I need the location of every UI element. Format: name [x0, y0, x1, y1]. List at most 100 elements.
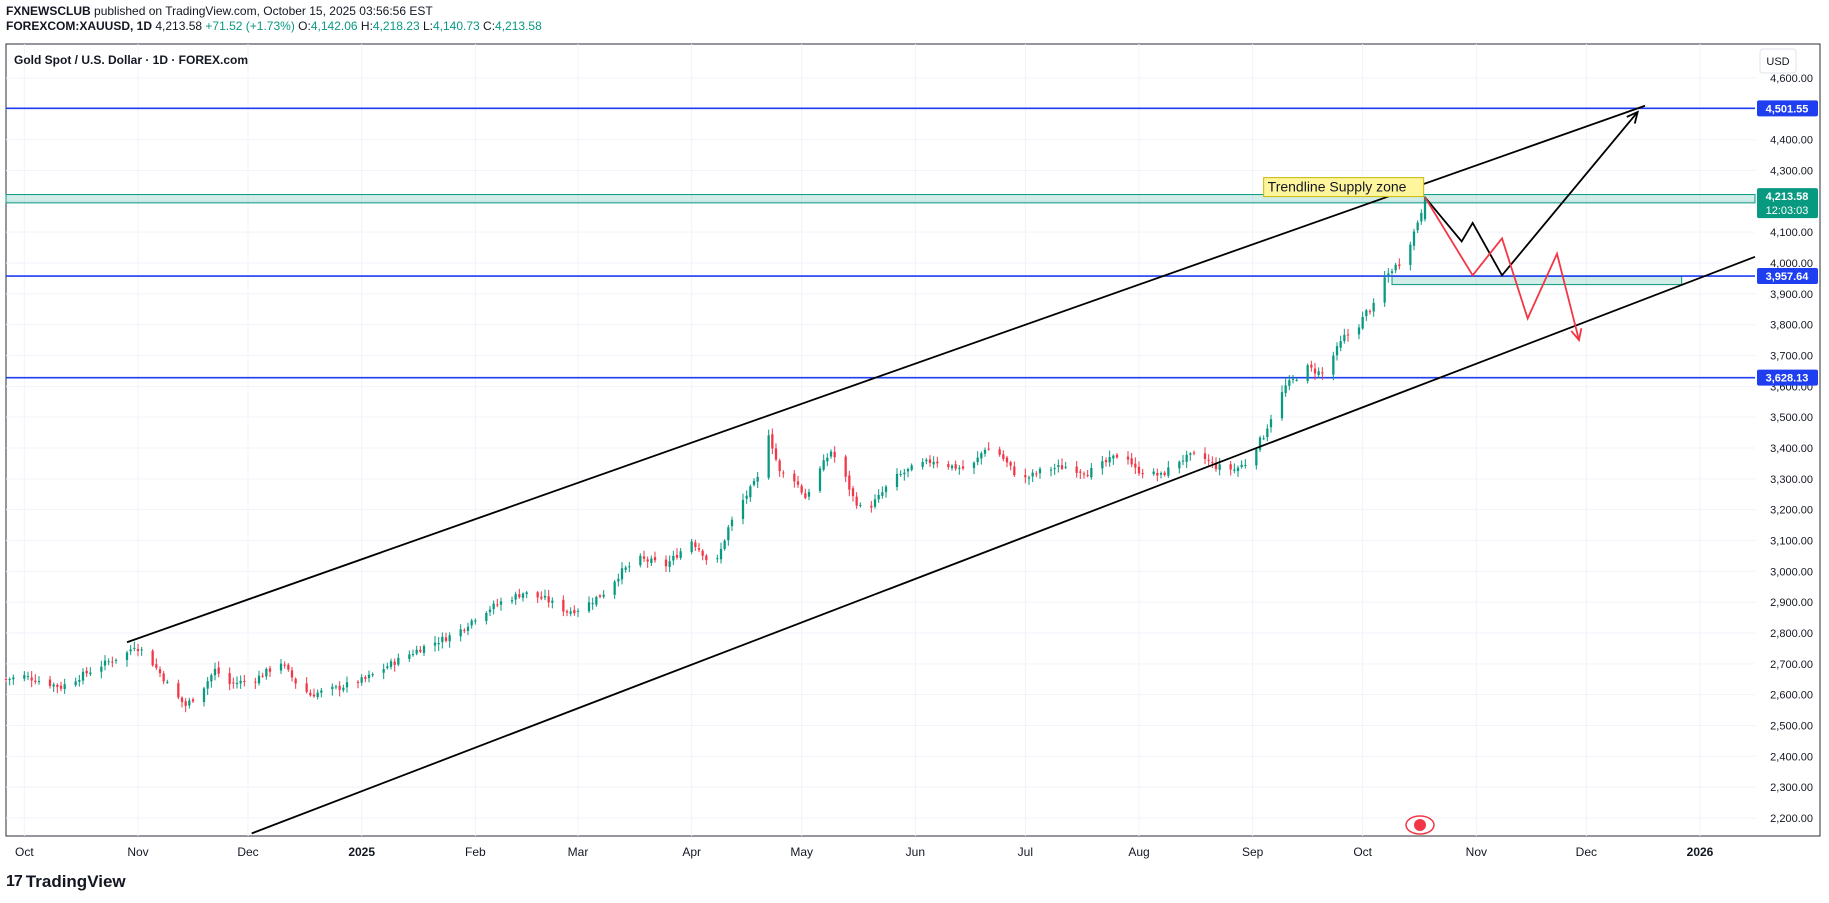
- candle: [1339, 335, 1342, 352]
- candle-body: [210, 675, 213, 682]
- candle: [694, 539, 697, 551]
- low-value: 4,140.73: [432, 19, 480, 33]
- candle: [730, 516, 734, 531]
- x-tick-label: Feb: [465, 845, 486, 859]
- candle-body: [848, 475, 851, 490]
- candle-body: [617, 578, 620, 582]
- candle: [140, 646, 143, 656]
- candle-body: [983, 449, 987, 454]
- candle-body: [1387, 273, 1390, 277]
- candle: [1108, 450, 1111, 467]
- x-tick-label: Dec: [1576, 845, 1597, 859]
- candle-body: [1178, 461, 1181, 469]
- candle: [85, 667, 88, 678]
- annotation-box: [1263, 177, 1425, 198]
- candle: [1412, 228, 1416, 251]
- level-price-tag: 3,957.64: [1757, 268, 1818, 285]
- candle-body: [844, 456, 847, 477]
- candle: [569, 607, 572, 617]
- candle-body: [727, 527, 730, 541]
- candle: [1233, 463, 1236, 474]
- candle: [980, 451, 983, 465]
- y-tick-label: 4,600.00: [1770, 73, 1813, 85]
- candle: [642, 550, 646, 562]
- candle: [873, 494, 877, 509]
- candle: [1236, 465, 1240, 477]
- candle-body: [1189, 453, 1192, 455]
- candle-body: [1291, 378, 1295, 380]
- candle: [620, 562, 624, 585]
- candle-body: [800, 485, 803, 493]
- candle: [1207, 454, 1210, 466]
- candle-body: [1310, 364, 1313, 368]
- candle: [1416, 220, 1419, 234]
- candle-body: [543, 595, 547, 598]
- candle: [947, 460, 950, 470]
- candle: [1075, 461, 1078, 478]
- candle: [206, 676, 209, 695]
- candle: [719, 542, 723, 564]
- candle-body: [1090, 467, 1093, 478]
- candle: [851, 486, 855, 502]
- candle-body: [1086, 475, 1089, 477]
- candle: [1203, 447, 1207, 465]
- x-tick-label: Mar: [568, 845, 589, 859]
- candle-body: [947, 464, 950, 468]
- candle: [367, 670, 371, 683]
- y-tick-label: 2,500.00: [1770, 721, 1813, 733]
- candle: [664, 555, 668, 572]
- candle-body: [1101, 461, 1104, 469]
- candle: [1031, 469, 1034, 483]
- candle-body: [620, 568, 624, 580]
- candle: [859, 502, 862, 508]
- candle-body: [1049, 469, 1053, 471]
- level-tag-text: 4,501.55: [1766, 103, 1809, 115]
- x-tick-label: Jun: [906, 845, 925, 859]
- candle: [1064, 461, 1067, 470]
- open-value: 4,142.06: [310, 19, 358, 33]
- candle: [360, 674, 363, 686]
- candle: [1141, 468, 1144, 479]
- candle-body: [283, 664, 286, 666]
- candle-body: [1266, 428, 1269, 438]
- candle-body: [650, 558, 653, 564]
- candle: [800, 483, 803, 495]
- candle: [441, 632, 444, 649]
- candle: [1420, 209, 1423, 225]
- candle: [30, 671, 33, 688]
- x-tick-label: Oct: [15, 845, 34, 859]
- candle: [778, 458, 781, 477]
- brand-name[interactable]: TradingView: [25, 872, 126, 891]
- candle-body: [1361, 316, 1364, 329]
- candle-body: [804, 493, 807, 499]
- x-tick-label: Aug: [1128, 845, 1149, 859]
- candle: [419, 646, 422, 654]
- candle-body: [1420, 212, 1423, 222]
- candle: [716, 554, 719, 563]
- candle: [899, 470, 902, 477]
- candle: [870, 500, 873, 513]
- candle: [89, 667, 92, 677]
- tradingview-logo-icon[interactable]: 17: [6, 873, 23, 890]
- candle: [510, 596, 514, 604]
- candle-body: [987, 448, 990, 450]
- candle: [232, 677, 235, 689]
- candle-body: [1159, 472, 1163, 475]
- candle-body: [257, 675, 261, 684]
- y-tick-label: 2,600.00: [1770, 690, 1813, 702]
- candle: [793, 470, 796, 488]
- candle-body: [158, 669, 162, 674]
- candle: [466, 622, 470, 636]
- candle-body: [107, 661, 110, 663]
- price-chart[interactable]: Gold Spot / U.S. Dollar · 1D · FOREX.com…: [0, 0, 1829, 870]
- candle: [114, 658, 118, 664]
- candle: [23, 671, 26, 682]
- candle: [745, 490, 748, 504]
- candle-body: [103, 660, 107, 666]
- candle: [1159, 471, 1163, 479]
- candle-body: [356, 681, 360, 684]
- candle: [411, 649, 415, 657]
- candle: [782, 470, 785, 478]
- candle-body: [129, 649, 132, 652]
- publisher-name[interactable]: FXNEWSCLUB: [6, 4, 91, 18]
